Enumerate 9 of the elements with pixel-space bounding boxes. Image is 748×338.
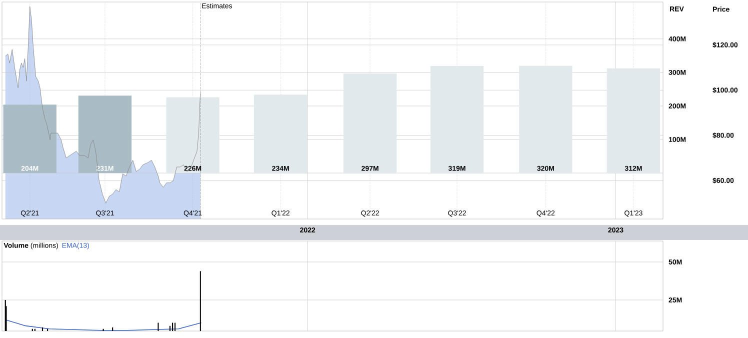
line-series (4, 319, 202, 331)
bar (78, 96, 132, 174)
bar (430, 66, 484, 174)
bar (166, 97, 220, 174)
bar (519, 66, 572, 174)
bar (3, 104, 56, 174)
bar (254, 94, 308, 174)
bar (606, 68, 660, 174)
bar (343, 73, 397, 174)
